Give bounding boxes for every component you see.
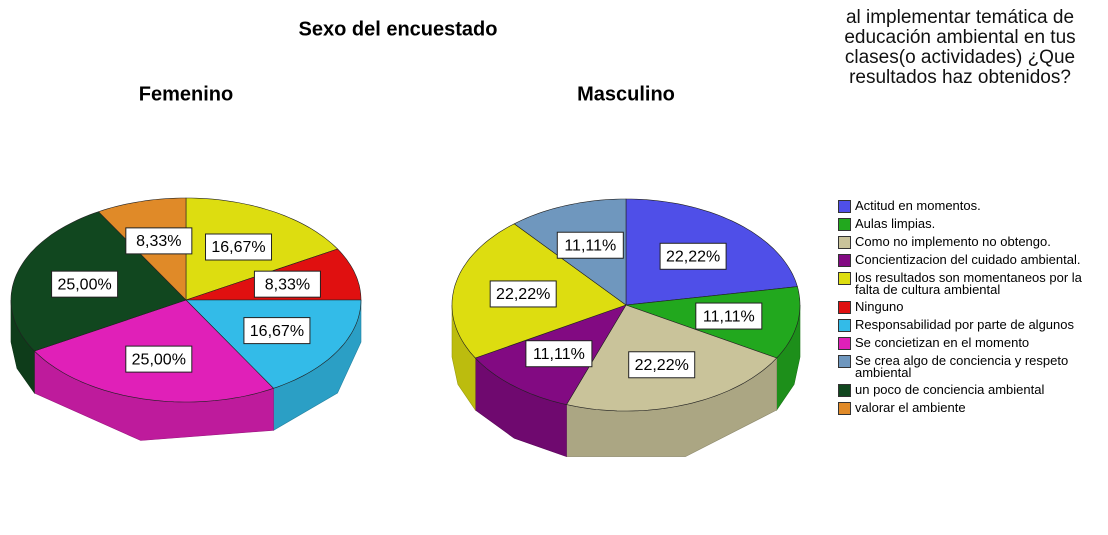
- legend-label: valorar el ambiente: [855, 400, 966, 415]
- chart-title: Sexo del encuestado: [299, 18, 498, 40]
- legend-label: Se crea algo de conciencia y respeto amb…: [855, 353, 1069, 380]
- data-label-box: [125, 227, 193, 255]
- legend-entry: Se crea algo de conciencia y respeto amb…: [838, 353, 1106, 380]
- data-label: 8,33%: [253, 270, 321, 298]
- data-label-text: 25,00%: [57, 276, 111, 293]
- data-label: 25,00%: [51, 270, 119, 298]
- data-label: 25,00%: [125, 345, 193, 373]
- data-label-box: [125, 345, 193, 373]
- data-label-box: [253, 270, 321, 298]
- legend-entry: Responsabilidad por parte de algunos: [838, 317, 1106, 332]
- data-label-text: 22,22%: [666, 248, 720, 265]
- data-label-box: [243, 317, 311, 345]
- data-label: 8,33%: [125, 227, 193, 255]
- legend-swatch: [838, 355, 851, 368]
- data-label-box: [628, 351, 696, 379]
- legend-entry: Actitud en momentos.: [838, 198, 1106, 213]
- legend-swatch: [838, 337, 851, 350]
- data-label-text: 11,11%: [703, 308, 755, 325]
- data-label-text: 11,11%: [564, 237, 616, 254]
- data-label-text: 16,67%: [250, 323, 304, 340]
- data-label-text: 8,33%: [136, 233, 181, 250]
- data-label: 11,11%: [556, 231, 624, 259]
- legend-entry: Concientizacion del cuidado ambiental.: [838, 252, 1106, 267]
- pie-title: Masculino: [577, 83, 675, 105]
- legend-label: Actitud en momentos.: [855, 198, 981, 213]
- legend-label: Concientizacion del cuidado ambiental.: [855, 252, 1081, 267]
- legend-label: Ninguno: [855, 299, 904, 314]
- legend-label: Responsabilidad por parte de algunos: [855, 317, 1074, 332]
- data-label-box: [659, 242, 727, 270]
- pie-title: Femenino: [139, 83, 233, 105]
- legend-label: los resultados son momentaneos por la fa…: [855, 270, 1082, 297]
- data-label: 22,22%: [489, 280, 557, 308]
- legend-label: Aulas limpias.: [855, 216, 936, 231]
- data-label-box: [695, 302, 763, 330]
- legend-swatch: [838, 301, 851, 314]
- legend-label: Se concietizan en el momento: [855, 335, 1030, 350]
- legend-label: un poco de conciencia ambiental: [855, 382, 1045, 397]
- data-label-box: [205, 233, 273, 261]
- legend-swatch: [838, 384, 851, 397]
- data-label: 11,11%: [525, 340, 593, 368]
- data-label-box: [51, 270, 119, 298]
- legend-entry: los resultados son momentaneos por la fa…: [838, 270, 1106, 297]
- data-label-text: 16,67%: [211, 239, 265, 256]
- data-label-text: 8,33%: [265, 276, 310, 293]
- data-label: 22,22%: [659, 242, 727, 270]
- legend-label: Como no implemento no obtengo.: [855, 234, 1051, 249]
- legend-swatch: [838, 236, 851, 249]
- legend-swatch: [838, 319, 851, 332]
- legend-swatch: [838, 402, 851, 415]
- legend-entry: valorar el ambiente: [838, 400, 1106, 415]
- legend: Actitud en momentos. Aulas limpias. Como n…: [838, 198, 1106, 420]
- data-label-text: 22,22%: [496, 286, 550, 303]
- pie-slice: [185, 299, 362, 389]
- data-label: 11,11%: [695, 302, 763, 330]
- legend-swatch: [838, 200, 851, 213]
- data-label: 16,67%: [243, 317, 311, 345]
- legend-entry: Aulas limpias.: [838, 216, 1106, 231]
- data-label: 22,22%: [628, 351, 696, 379]
- legend-entry: Ninguno: [838, 299, 1106, 314]
- legend-title: al implementar temática de educación amb…: [844, 7, 1076, 88]
- legend-swatch: [838, 254, 851, 267]
- legend-entry: un poco de conciencia ambiental: [838, 382, 1106, 397]
- chart: Sexo del encuestado Femenino 16,67% 8,33% 1…: [10, 18, 801, 458]
- data-label-box: [489, 280, 557, 308]
- data-label-text: 25,00%: [132, 351, 186, 368]
- legend-entry: Como no implemento no obtengo.: [838, 234, 1106, 249]
- legend-swatch: [838, 272, 851, 285]
- legend-entry: Se concietizan en el momento: [838, 335, 1106, 350]
- legend-swatch: [838, 218, 851, 231]
- data-label: 16,67%: [205, 233, 273, 261]
- data-label-text: 22,22%: [635, 357, 689, 374]
- data-label-text: 11,11%: [533, 346, 585, 363]
- data-label-box: [556, 231, 624, 259]
- data-label-box: [525, 340, 593, 368]
